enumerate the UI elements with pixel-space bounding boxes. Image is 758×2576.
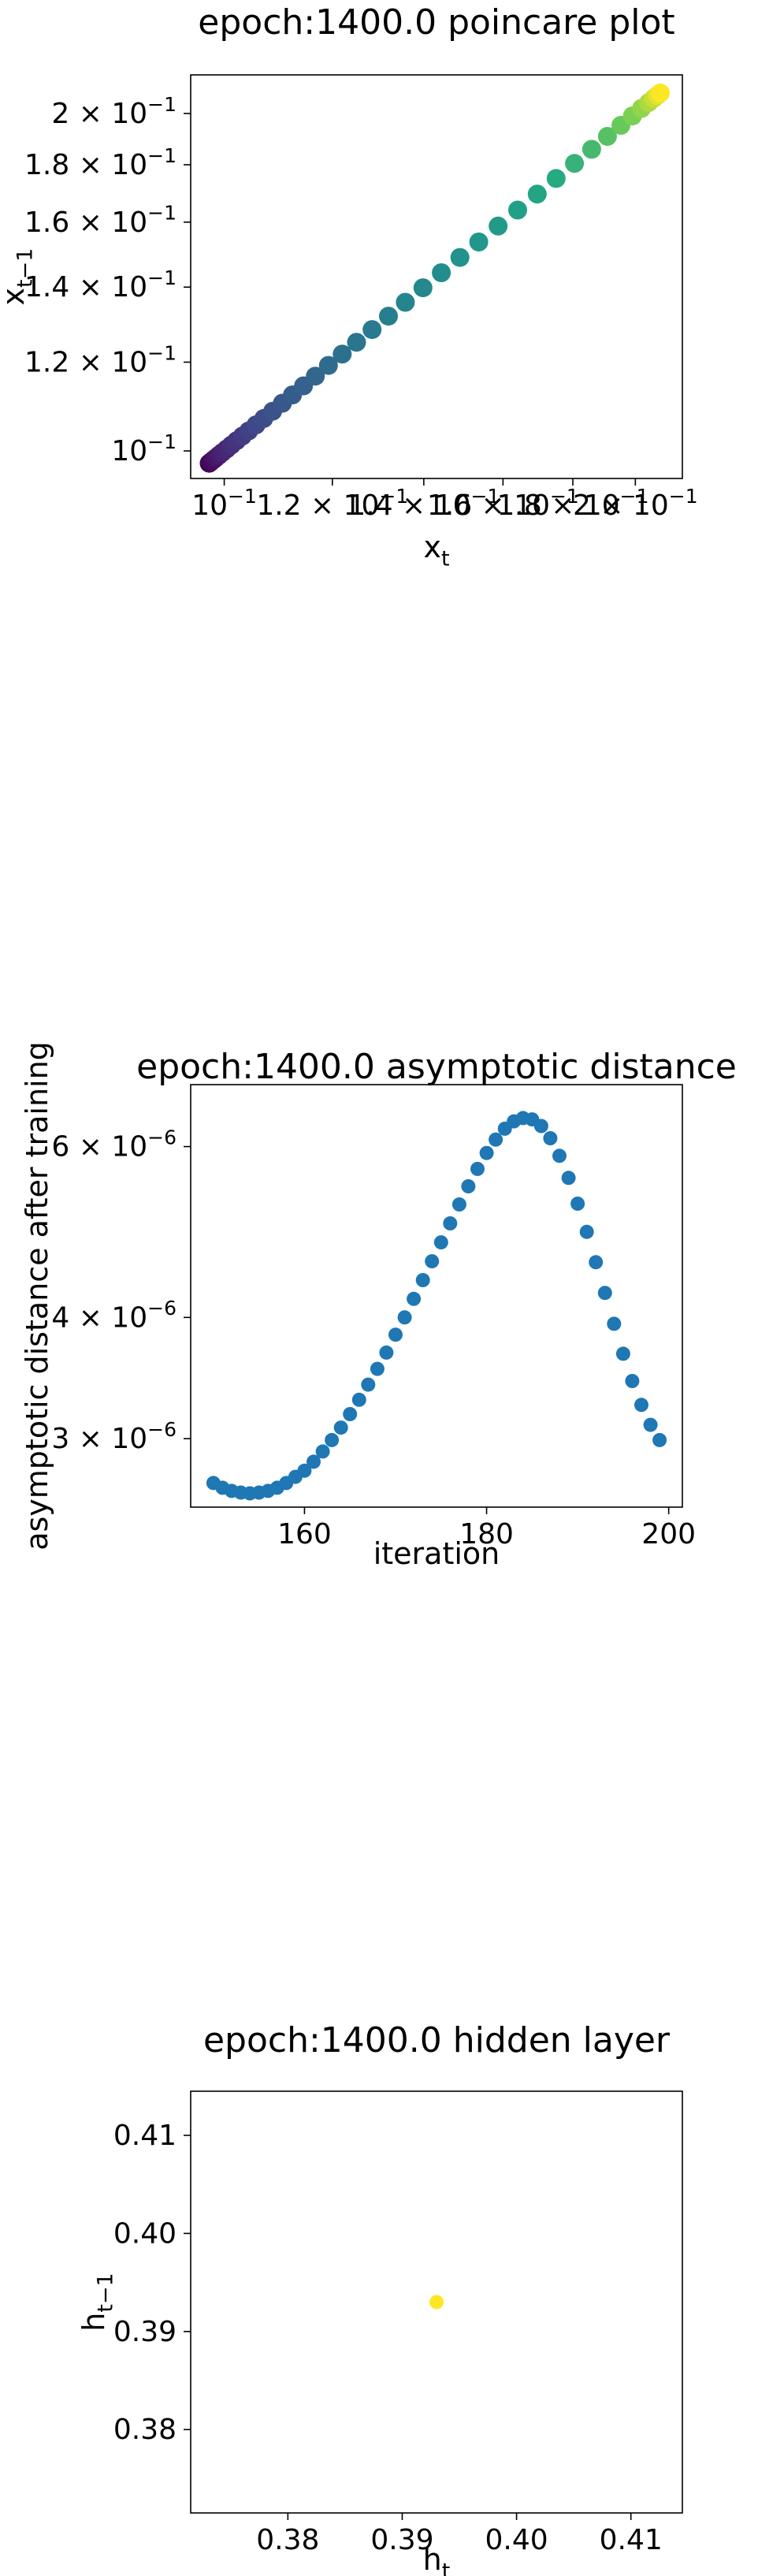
distance-data-point <box>451 1197 466 1212</box>
distance-data-point <box>315 1444 330 1459</box>
poincare-data-point <box>347 333 366 352</box>
distance-data-point <box>307 1454 321 1469</box>
poincare-x-tick-label: 1.6 × 10−1 <box>427 485 579 522</box>
poincare-data-point <box>362 320 382 340</box>
hidden-x-tick-label: 0.40 <box>485 2524 548 2556</box>
poincare-y-tick-label: 1.8 × 10−1 <box>24 144 176 181</box>
hidden-plot-area <box>190 2090 683 2514</box>
hidden-chart: epoch:1400.0 hidden layer 0.38 0.39 0.40 0.4… <box>76 2020 683 2576</box>
distance-data-point <box>615 1346 630 1361</box>
distance-x-tick-label: 160 <box>277 1518 332 1550</box>
poincare-data-point <box>597 127 617 146</box>
hidden-data-point <box>429 2295 444 2310</box>
poincare-data-point <box>489 216 508 236</box>
distance-chart-title: epoch:1400.0 asymptotic distance <box>136 1047 737 1087</box>
distance-plot-area <box>190 1084 683 1508</box>
distance-data-point <box>325 1432 340 1447</box>
poincare-y-tick-label: 2 × 10−1 <box>51 93 176 130</box>
poincare-data-point <box>333 344 352 364</box>
distance-data-point <box>333 1420 348 1435</box>
hidden-x-tick-label: 0.39 <box>370 2524 433 2556</box>
poincare-x-tick-label: 10−1 <box>191 485 257 522</box>
distance-data-point <box>407 1291 422 1306</box>
hidden-y-tick-label: 0.38 <box>113 2414 176 2446</box>
poincare-data-point <box>396 292 415 312</box>
poincare-data-point <box>469 233 489 251</box>
distance-x-tick-label: 180 <box>459 1518 514 1550</box>
poincare-data-point <box>582 140 601 159</box>
distance-x-tick-label: 200 <box>641 1518 696 1550</box>
poincare-x-axis-label: xt <box>423 530 449 571</box>
distance-data-point <box>589 1255 604 1270</box>
distance-data-point <box>461 1179 476 1193</box>
poincare-data-point <box>318 356 338 375</box>
distance-data-point <box>361 1377 376 1392</box>
distance-data-point <box>597 1286 612 1301</box>
distance-data-point <box>543 1131 558 1145</box>
poincare-data-point <box>508 200 527 220</box>
poincare-data-point <box>546 169 566 188</box>
hidden-x-tick-label: 0.41 <box>600 2524 663 2556</box>
distance-data-point <box>479 1145 494 1160</box>
poincare-y-tick-label: 1.6 × 10−1 <box>24 202 176 239</box>
distance-y-tick-label: 4 × 10−6 <box>51 1297 176 1334</box>
distance-data-point <box>625 1374 640 1388</box>
poincare-chart-title: epoch:1400.0 poincare plot <box>198 2 674 43</box>
poincare-plot-area <box>190 74 683 479</box>
poincare-data-point <box>379 307 398 326</box>
distance-data-point <box>570 1197 585 1211</box>
distance-data-point <box>552 1148 567 1163</box>
distance-x-axis-label: iteration <box>373 1536 500 1571</box>
poincare-y-axis-label: xt−1 <box>0 248 38 306</box>
distance-data-point <box>343 1407 358 1421</box>
poincare-x-tick-label: 2 × 10−1 <box>573 485 698 522</box>
distance-data-point <box>443 1216 458 1230</box>
distance-data-point <box>607 1316 622 1331</box>
distance-data-point <box>489 1132 503 1147</box>
distance-data-point <box>433 1235 448 1250</box>
distance-data-point <box>470 1161 485 1176</box>
distance-data-point <box>351 1392 366 1407</box>
hidden-chart-title: epoch:1400.0 hidden layer <box>203 2020 671 2060</box>
poincare-data-point <box>527 184 547 204</box>
poincare-y-tick-label: 10−1 <box>111 430 176 467</box>
poincare-x-tick-label: 1.2 × 10−1 <box>256 485 408 522</box>
distance-data-point <box>634 1398 648 1413</box>
hidden-y-axis-label: ht−1 <box>76 2273 118 2331</box>
hidden-x-tick-label: 0.38 <box>256 2524 319 2556</box>
hidden-y-tick-label: 0.40 <box>113 2217 176 2250</box>
distance-data-point <box>561 1171 576 1186</box>
poincare-data-point <box>432 263 451 282</box>
poincare-data-point <box>651 84 670 102</box>
distance-chart: epoch:1400.0 asymptotic distance 160 180 20… <box>20 1041 737 1571</box>
distance-data-point <box>370 1361 385 1376</box>
distance-y-tick-label: 6 × 10−6 <box>51 1126 176 1163</box>
distance-data-point <box>652 1432 667 1447</box>
poincare-y-tick-label: 1.2 × 10−1 <box>24 341 176 378</box>
poincare-data-point <box>306 367 325 386</box>
poincare-x-tick-label: 1.8 × 10−1 <box>497 485 649 522</box>
distance-data-point <box>297 1463 312 1478</box>
poincare-data-point <box>565 154 585 173</box>
distance-data-point <box>397 1310 412 1325</box>
distance-data-point <box>579 1224 594 1239</box>
hidden-y-tick-label: 0.41 <box>113 2120 176 2152</box>
distance-y-axis-label: asymptotic distance after training <box>20 1041 54 1550</box>
distance-data-point <box>533 1119 548 1134</box>
hidden-x-axis-label: ht <box>423 2542 451 2576</box>
poincare-y-tick-label: 1.4 × 10−1 <box>24 266 176 303</box>
distance-data-point <box>379 1345 394 1360</box>
distance-data-point <box>643 1417 658 1432</box>
poincare-data-point <box>413 278 433 298</box>
distance-y-tick-label: 3 × 10−6 <box>51 1418 176 1455</box>
distance-data-point <box>425 1254 440 1269</box>
poincare-data-point <box>450 248 470 267</box>
distance-data-point <box>388 1327 403 1342</box>
hidden-y-tick-label: 0.39 <box>113 2316 176 2348</box>
distance-data-point <box>415 1273 430 1287</box>
poincare-x-tick-label: 1.4 × 10−1 <box>347 485 500 522</box>
